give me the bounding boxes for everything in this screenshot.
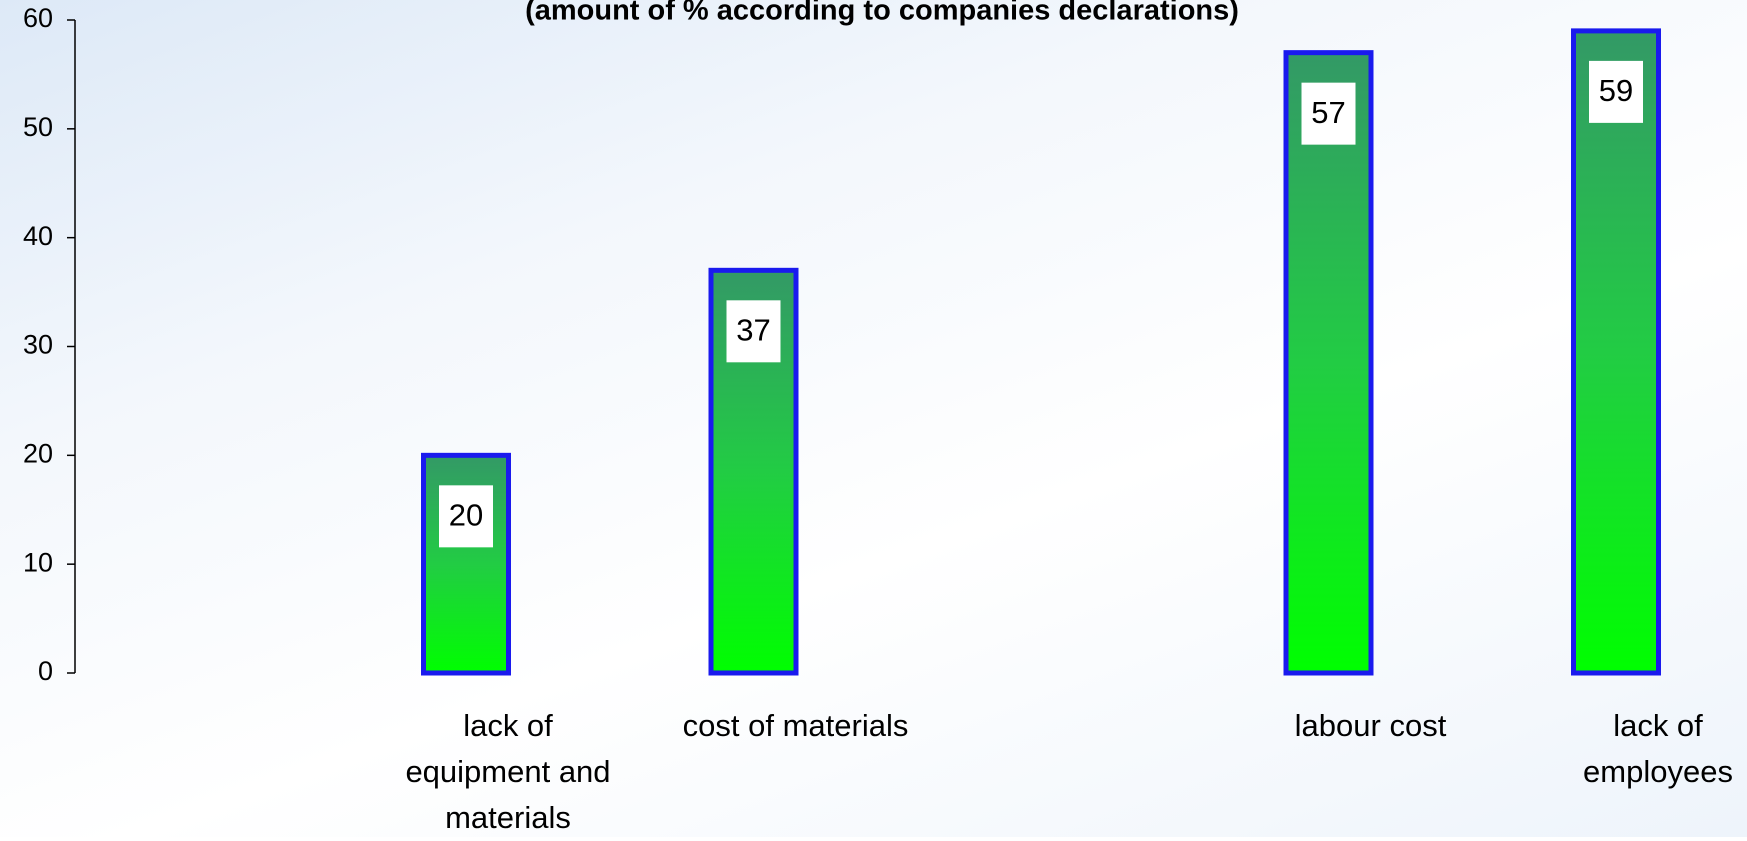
x-tick-label: cost of materials [682,708,909,743]
y-tick-label: 60 [23,3,53,33]
value-label-box [1589,60,1643,123]
y-tick-label: 30 [23,330,53,360]
y-tick-label: 0 [38,656,53,686]
x-tick-label: lack of employees [1583,708,1733,789]
y-tick-label: 10 [23,547,53,577]
x-tick-label: labour cost [1294,708,1447,743]
value-label-box [439,485,493,548]
y-tick-label: 50 [23,112,53,142]
y-tick-label: 40 [23,221,53,251]
chart-title: (amount of % according to companies decl… [525,0,1239,27]
value-label: 37 [736,313,770,348]
value-label: 57 [1311,95,1345,130]
x-tick-label: lack of equipment and materials [405,708,611,835]
value-label: 59 [1599,73,1633,108]
bar [1571,28,1661,676]
bar [1283,50,1374,676]
y-tick-label: 20 [23,438,53,468]
value-label: 20 [449,498,483,533]
value-label-box [1301,82,1356,145]
value-label-box [726,300,781,363]
bar [421,452,511,676]
